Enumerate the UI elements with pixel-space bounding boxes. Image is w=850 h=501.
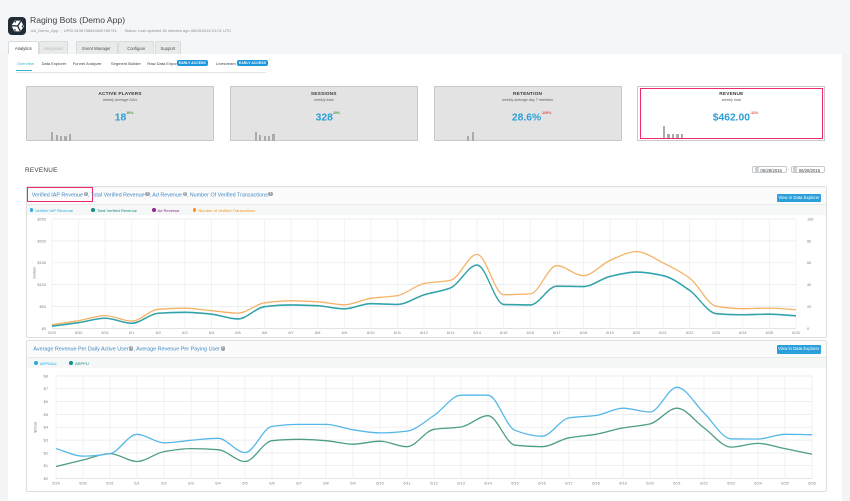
- svg-text:$2: $2: [44, 450, 48, 455]
- svg-text:$6: $6: [44, 399, 48, 404]
- svg-text:5/30: 5/30: [75, 330, 83, 335]
- svg-text:6/26: 6/26: [808, 480, 816, 485]
- svg-text:6/21: 6/21: [673, 480, 681, 485]
- svg-text:6/10: 6/10: [376, 480, 384, 485]
- svg-text:$1: $1: [44, 463, 48, 468]
- svg-text:6/23: 6/23: [712, 330, 720, 335]
- svg-text:6/9: 6/9: [342, 330, 347, 335]
- svg-text:$200: $200: [37, 238, 46, 243]
- svg-text:6/14: 6/14: [484, 480, 492, 485]
- svg-text:6/11: 6/11: [394, 330, 401, 335]
- svg-text:6/13: 6/13: [447, 330, 455, 335]
- svg-text:6/25: 6/25: [766, 330, 774, 335]
- svg-text:6/5: 6/5: [242, 480, 247, 485]
- svg-text:40: 40: [807, 282, 811, 287]
- svg-text:6/20: 6/20: [646, 480, 654, 485]
- svg-text:$250: $250: [37, 216, 46, 221]
- svg-text:6/3: 6/3: [188, 480, 193, 485]
- svg-text:5/30: 5/30: [79, 480, 87, 485]
- svg-text:6/25: 6/25: [781, 480, 789, 485]
- svg-text:5/31: 5/31: [106, 480, 114, 485]
- svg-text:80: 80: [807, 238, 811, 243]
- svg-text:6/1: 6/1: [134, 480, 139, 485]
- svg-text:6/24: 6/24: [754, 480, 762, 485]
- svg-text:100: 100: [807, 216, 813, 221]
- svg-text:6/3: 6/3: [182, 330, 187, 335]
- svg-text:$150: $150: [37, 260, 46, 265]
- svg-text:$3: $3: [44, 437, 48, 442]
- svg-text:$100: $100: [37, 282, 46, 287]
- svg-text:6/8: 6/8: [323, 480, 328, 485]
- svg-text:6/13: 6/13: [457, 480, 465, 485]
- svg-text:6/23: 6/23: [727, 480, 735, 485]
- svg-text:$0: $0: [42, 326, 46, 331]
- svg-text:6/17: 6/17: [553, 330, 561, 335]
- svg-text:5/31: 5/31: [101, 330, 109, 335]
- svg-text:6/7: 6/7: [288, 330, 293, 335]
- svg-text:6/12: 6/12: [420, 330, 428, 335]
- svg-text:6/7: 6/7: [296, 480, 301, 485]
- svg-text:6/9: 6/9: [350, 480, 355, 485]
- svg-text:$0: $0: [44, 476, 49, 481]
- svg-text:$4: $4: [44, 425, 49, 430]
- svg-text:6/26: 6/26: [792, 330, 800, 335]
- svg-text:60: 60: [807, 260, 811, 265]
- svg-text:6/10: 6/10: [367, 330, 375, 335]
- svg-text:6/19: 6/19: [606, 330, 614, 335]
- svg-text:6/19: 6/19: [619, 480, 627, 485]
- svg-text:6/11: 6/11: [403, 480, 410, 485]
- svg-text:20: 20: [807, 304, 811, 309]
- svg-text:6/1: 6/1: [129, 330, 134, 335]
- svg-text:6/16: 6/16: [538, 480, 546, 485]
- svg-text:6/22: 6/22: [686, 330, 694, 335]
- svg-text:6/4: 6/4: [215, 480, 221, 485]
- svg-text:6/2: 6/2: [161, 480, 166, 485]
- svg-text:$7: $7: [44, 386, 48, 391]
- svg-text:6/24: 6/24: [739, 330, 747, 335]
- svg-text:6/18: 6/18: [592, 480, 600, 485]
- svg-text:5/29: 5/29: [48, 330, 56, 335]
- svg-text:6/6: 6/6: [262, 330, 267, 335]
- svg-text:6/2: 6/2: [156, 330, 161, 335]
- svg-text:6/21: 6/21: [659, 330, 667, 335]
- svg-text:6/5: 6/5: [235, 330, 240, 335]
- svg-text:6/17: 6/17: [565, 480, 573, 485]
- svg-text:6/14: 6/14: [473, 330, 481, 335]
- svg-text:$50: $50: [40, 304, 46, 309]
- svg-text:6/22: 6/22: [700, 480, 708, 485]
- svg-text:6/15: 6/15: [511, 480, 519, 485]
- svg-text:6/20: 6/20: [633, 330, 641, 335]
- svg-text:6/18: 6/18: [580, 330, 588, 335]
- svg-text:$8: $8: [44, 373, 48, 378]
- svg-text:$5: $5: [44, 412, 48, 417]
- svg-text:5/29: 5/29: [52, 480, 60, 485]
- svg-text:6/15: 6/15: [500, 330, 508, 335]
- svg-text:6/4: 6/4: [209, 330, 215, 335]
- svg-text:6/8: 6/8: [315, 330, 320, 335]
- svg-text:0: 0: [807, 326, 809, 331]
- svg-text:6/16: 6/16: [527, 330, 535, 335]
- svg-text:Dollars: Dollars: [32, 267, 37, 279]
- svg-text:6/12: 6/12: [430, 480, 438, 485]
- svg-text:6/6: 6/6: [269, 480, 274, 485]
- svg-text:$/User: $/User: [33, 421, 38, 433]
